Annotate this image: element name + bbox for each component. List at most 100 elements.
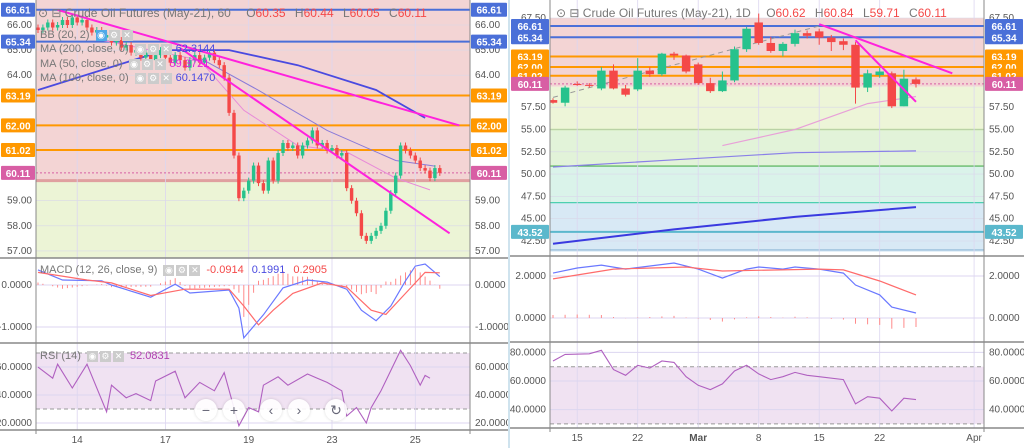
- daily-chart-canvas[interactable]: 67.50 67.50 57.50 57.50 55.00 55.00 52.50 52.50…: [510, 0, 1024, 448]
- rsi-tick-label: 40.0000: [475, 390, 508, 401]
- candle-body: [335, 147, 339, 156]
- macd-controls[interactable]: ◉ ⚙ ✕: [163, 264, 202, 276]
- price-level-tag[interactable]: 60.11: [1, 165, 35, 180]
- indicator-ma100-controls[interactable]: ◉ ⚙ ✕: [134, 72, 174, 84]
- candle: [597, 67, 606, 91]
- close-icon[interactable]: ✕: [160, 72, 172, 84]
- time-tick-label: 15: [572, 433, 584, 444]
- price-level-tag[interactable]: 65.34: [1, 34, 35, 49]
- symbol-title[interactable]: Crude Oil Futures (May-21), 1D: [582, 6, 751, 20]
- price-level-tag-label: 61.02: [476, 146, 501, 157]
- eye-icon[interactable]: ◉: [163, 264, 175, 276]
- ohlc-high-value: 60.84: [823, 6, 854, 20]
- time-tick-label: 25: [410, 435, 422, 446]
- price-level-tag[interactable]: 65.34: [511, 30, 549, 45]
- eye-icon[interactable]: ◉: [134, 43, 146, 55]
- indicator-ma200-controls[interactable]: ◉ ⚙ ✕: [134, 43, 174, 55]
- price-level-tag[interactable]: 63.19: [511, 49, 549, 64]
- daily-chart[interactable]: 67.50 67.50 57.50 57.50 55.00 55.00 52.50 52.50…: [510, 0, 1024, 448]
- settings-icon[interactable]: ⚙: [147, 43, 159, 55]
- settings-icon[interactable]: ⚙: [176, 264, 188, 276]
- price-tick-label: 58.00: [7, 221, 32, 232]
- price-level-tag-label: 62.00: [5, 121, 30, 132]
- zoom-out-button[interactable]: −: [195, 399, 217, 421]
- indicator-bb-controls[interactable]: ◉ ⚙ ✕: [95, 29, 135, 41]
- indicator-ma50-controls[interactable]: ◉ ⚙ ✕: [128, 58, 168, 70]
- ohlc-open-value: 60.62: [775, 6, 806, 20]
- candle-body: [863, 73, 872, 88]
- candle: [217, 57, 222, 69]
- candle-body: [251, 165, 256, 181]
- time-tick-label: 22: [874, 433, 886, 444]
- indicator-bb[interactable]: BB (20, 2) ◉ ⚙ ✕: [40, 29, 135, 41]
- hourly-chart[interactable]: 66.00 66.00 65.00 65.00 64.00 64.00 59.00 59.00…: [0, 0, 508, 448]
- price-level-tag-label: 66.61: [476, 6, 501, 17]
- candle: [433, 165, 437, 182]
- price-level-tag-bg: [511, 30, 549, 45]
- close-icon[interactable]: ✕: [189, 264, 201, 276]
- price-level-tag[interactable]: 63.19: [985, 49, 1023, 64]
- eye-icon[interactable]: ◉: [86, 350, 98, 362]
- price-level-tag[interactable]: 65.34: [471, 34, 507, 49]
- symbol-title[interactable]: Crude Oil Futures (May-21), 60: [64, 6, 231, 20]
- indicator-ma200[interactable]: MA (200, close, 0) ◉ ⚙ ✕ 62.3144: [40, 43, 215, 55]
- candle: [256, 162, 261, 187]
- price-level-tag-bg: [1, 2, 35, 17]
- indicator-ma100[interactable]: MA (100, close, 0) ◉ ⚙ ✕ 60.1470: [40, 72, 215, 84]
- candle-body: [178, 55, 182, 61]
- macd-legend[interactable]: MACD (12, 26, close, 9) ◉ ⚙ ✕ -0.0914 0.1991 0…: [40, 264, 327, 276]
- settings-icon[interactable]: ⚙: [147, 72, 159, 84]
- eye-icon[interactable]: ◉: [128, 58, 140, 70]
- price-tick-label: 50.00: [989, 169, 1014, 180]
- price-level-tag[interactable]: 66.61: [1, 2, 35, 17]
- price-level-tag[interactable]: 43.52: [511, 224, 549, 239]
- price-tick-label: 66.00: [7, 20, 32, 31]
- collapse-icon[interactable]: ⊙ ⊟: [556, 6, 580, 20]
- price-level-tag[interactable]: 60.11: [471, 165, 507, 180]
- price-tick-label: 50.00: [521, 169, 546, 180]
- candle-body: [560, 87, 570, 103]
- collapse-icon[interactable]: ⊙ ⊟: [38, 6, 62, 20]
- price-level-tag[interactable]: 43.52: [985, 224, 1023, 239]
- candle-body: [609, 70, 618, 89]
- reset-button[interactable]: ↻: [325, 399, 347, 421]
- candle: [291, 142, 295, 152]
- settings-icon[interactable]: ⚙: [99, 350, 111, 362]
- scroll-left-button[interactable]: ‹: [260, 399, 282, 421]
- rsi-legend[interactable]: RSI (14) ◉ ⚙ ✕ 52.0831: [40, 350, 170, 362]
- price-level-tag[interactable]: 63.19: [471, 88, 507, 103]
- close-icon[interactable]: ✕: [112, 350, 124, 362]
- eye-icon[interactable]: ◉: [134, 72, 146, 84]
- candle-body: [330, 147, 334, 151]
- price-level-tag[interactable]: 63.19: [1, 88, 35, 103]
- scroll-right-button[interactable]: ›: [288, 399, 310, 421]
- price-level-tag[interactable]: 65.34: [985, 30, 1023, 45]
- candle-body: [212, 52, 217, 61]
- rsi-controls[interactable]: ◉ ⚙ ✕: [86, 350, 126, 362]
- candle: [911, 77, 921, 88]
- close-icon[interactable]: ✕: [160, 43, 172, 55]
- price-level-tag[interactable]: 66.61: [471, 2, 507, 17]
- candle-body: [291, 145, 295, 148]
- macd-signal-line: [37, 271, 440, 326]
- ohlc-open-label: O: [246, 6, 256, 20]
- zoom-in-button[interactable]: +: [223, 399, 245, 421]
- price-level-tag[interactable]: 66.61: [511, 18, 549, 33]
- price-level-tag[interactable]: 66.61: [985, 18, 1023, 33]
- price-level-tag[interactable]: 62.00: [1, 118, 35, 133]
- close-icon[interactable]: ✕: [121, 29, 133, 41]
- price-level-tag[interactable]: 61.02: [471, 142, 507, 157]
- settings-icon[interactable]: ⚙: [108, 29, 120, 41]
- hourly-chart-canvas[interactable]: 66.00 66.00 65.00 65.00 64.00 64.00 59.00 59.00…: [0, 0, 508, 448]
- price-level-tag[interactable]: 60.11: [985, 76, 1023, 91]
- price-level-tag[interactable]: 60.11: [511, 76, 549, 91]
- settings-icon[interactable]: ⚙: [141, 58, 153, 70]
- candle-body: [256, 165, 261, 184]
- close-icon[interactable]: ✕: [154, 58, 166, 70]
- indicator-ma50[interactable]: MA (50, close, 0) ◉ ⚙ ✕ 59.3721: [40, 58, 209, 70]
- price-level-tag[interactable]: 61.02: [1, 142, 35, 157]
- chart-divider: [508, 0, 510, 448]
- candle-body: [418, 160, 422, 169]
- eye-icon[interactable]: ◉: [95, 29, 107, 41]
- price-level-tag[interactable]: 62.00: [471, 118, 507, 133]
